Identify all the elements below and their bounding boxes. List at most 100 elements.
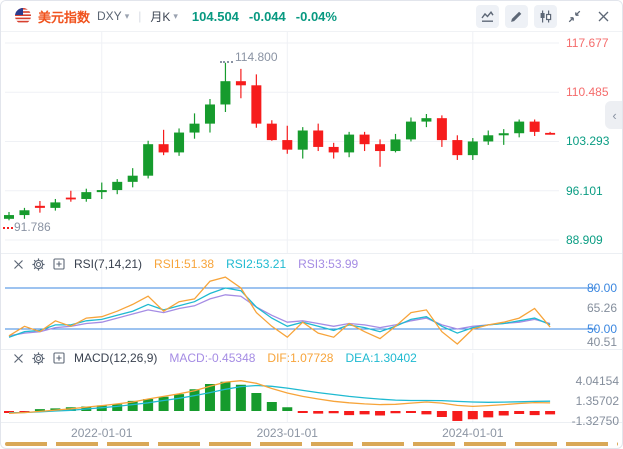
- close-icon: [598, 11, 609, 21]
- candle-2024-03: [498, 133, 509, 136]
- macd-line-dea: [8, 384, 551, 414]
- candle-2022-03: [127, 175, 138, 182]
- candle-2024-04: [514, 121, 525, 134]
- last-price: 104.504: [191, 8, 239, 24]
- macd-title: MACD(12,26,9): [74, 351, 158, 365]
- candle-2021-07: [4, 215, 14, 219]
- low-annotation-leader: [3, 227, 13, 229]
- candle-2021-08: [19, 210, 30, 216]
- period-selector[interactable]: 月K ▾: [150, 8, 178, 25]
- symbol-name: 美元指数: [38, 9, 91, 25]
- rsi-line-rsi1: [8, 276, 551, 345]
- high-annotation: 114.800: [235, 50, 278, 64]
- rsi-title: RSI(7,14,21): [74, 257, 143, 271]
- candle-2021-11: [65, 197, 76, 200]
- symbol-code: DXY: [97, 9, 122, 23]
- candle-2024-01: [467, 141, 478, 156]
- macd-expand-icon[interactable]: [53, 352, 65, 364]
- macd-bar: [112, 404, 123, 411]
- us-flag-icon: [15, 8, 31, 24]
- macd-bar: [251, 393, 262, 411]
- macd-bar: [189, 389, 200, 411]
- candle-2021-09: [34, 205, 45, 208]
- price-axis-label: 96.101: [566, 183, 603, 198]
- rsi-expand-icon[interactable]: [53, 258, 65, 270]
- candle-2022-06: [174, 132, 185, 153]
- candle-2022-11: [251, 85, 262, 124]
- chart-scrollbar[interactable]: [5, 442, 618, 446]
- candle-style-icon: [540, 10, 552, 22]
- time-axis-label: 2023-01-01: [256, 426, 318, 440]
- macd-bar: [34, 409, 45, 412]
- price-axis-label: 103.293: [566, 134, 610, 149]
- candlestick-chart[interactable]: [1, 31, 623, 253]
- draw-button[interactable]: [505, 4, 528, 28]
- macd-bar: [483, 411, 494, 418]
- candle-2023-06: [359, 134, 370, 145]
- candle-2022-09: [220, 81, 231, 105]
- draw-icon: [511, 11, 522, 22]
- rsi2-value: RSI2:53.21: [226, 257, 287, 271]
- candle-2022-12: [266, 123, 277, 141]
- low-annotation: 91.786: [14, 220, 51, 234]
- rsi-settings-gear-icon[interactable]: [32, 257, 45, 271]
- close-button[interactable]: [592, 5, 615, 28]
- price-change: -0.044: [248, 8, 286, 24]
- rsi-axis-label: 40.51: [586, 334, 617, 349]
- rsi-close-icon[interactable]: [13, 259, 24, 270]
- candle-2022-05: [158, 144, 169, 153]
- collapse-button[interactable]: [563, 5, 586, 28]
- candle-2023-09: [405, 121, 416, 140]
- dif-value: DIF:1.07728: [267, 351, 334, 365]
- candle-2022-04: [143, 144, 154, 176]
- panel-separator: [1, 253, 622, 254]
- macd-bar: [127, 400, 138, 411]
- high-annotation-leader: [220, 61, 233, 63]
- price-axis-label: 110.485: [566, 85, 609, 100]
- macd-bar: [359, 411, 370, 415]
- macd-bar: [282, 407, 293, 411]
- macd-axis-label: 1.35702: [575, 393, 619, 408]
- candle-2023-10: [421, 118, 432, 122]
- macd-bar: [220, 381, 231, 411]
- macd-value: MACD:-0.45348: [169, 351, 256, 365]
- candle-2023-08: [390, 139, 401, 152]
- candle-2024-02: [483, 135, 494, 142]
- macd-chart[interactable]: [1, 353, 623, 422]
- candle-2022-08: [204, 104, 215, 124]
- axis-collapse-tab[interactable]: ‹: [605, 101, 622, 129]
- quote-values: 104.504 -0.044 -0.04%: [192, 9, 337, 24]
- price-axis-label: 88.909: [566, 232, 603, 247]
- macd-bar: [529, 411, 540, 416]
- candle-2023-07: [375, 144, 386, 152]
- chevron-down-icon: ▾: [173, 10, 178, 21]
- macd-bar: [344, 411, 355, 416]
- indicator-icon: [481, 10, 494, 22]
- macd-close-icon[interactable]: [13, 353, 24, 364]
- macd-line-dif: [8, 380, 551, 414]
- candle-2022-01: [96, 190, 107, 193]
- macd-bar: [266, 402, 277, 411]
- time-axis-label: 2022-01-01: [71, 426, 133, 440]
- macd-bar: [174, 394, 185, 411]
- macd-bar: [436, 411, 447, 417]
- candle-2023-04: [328, 146, 339, 153]
- macd-bar: [328, 411, 339, 414]
- macd-bar: [467, 411, 478, 420]
- macd-bar: [375, 411, 386, 416]
- candle-2021-10: [50, 202, 61, 208]
- rsi-line-rsi2: [8, 287, 551, 338]
- symbol-selector[interactable]: DXY ▾: [97, 9, 129, 23]
- chart-toolbar: [476, 4, 622, 28]
- candle-2023-11: [436, 118, 447, 141]
- candle-style-button[interactable]: [534, 4, 557, 28]
- header-divider: |: [138, 9, 142, 23]
- macd-panel-header: MACD(12,26,9) MACD:-0.45348 DIF:1.07728 …: [13, 351, 417, 365]
- rsi-axis-label: 80.00: [586, 281, 617, 295]
- macd-settings-gear-icon[interactable]: [32, 351, 45, 365]
- candle-2022-10: [235, 81, 246, 86]
- macd-bar: [235, 384, 246, 411]
- rsi-chart[interactable]: [1, 269, 623, 349]
- indicator-button[interactable]: [476, 4, 499, 28]
- macd-axis-label: -1.32750: [571, 413, 619, 428]
